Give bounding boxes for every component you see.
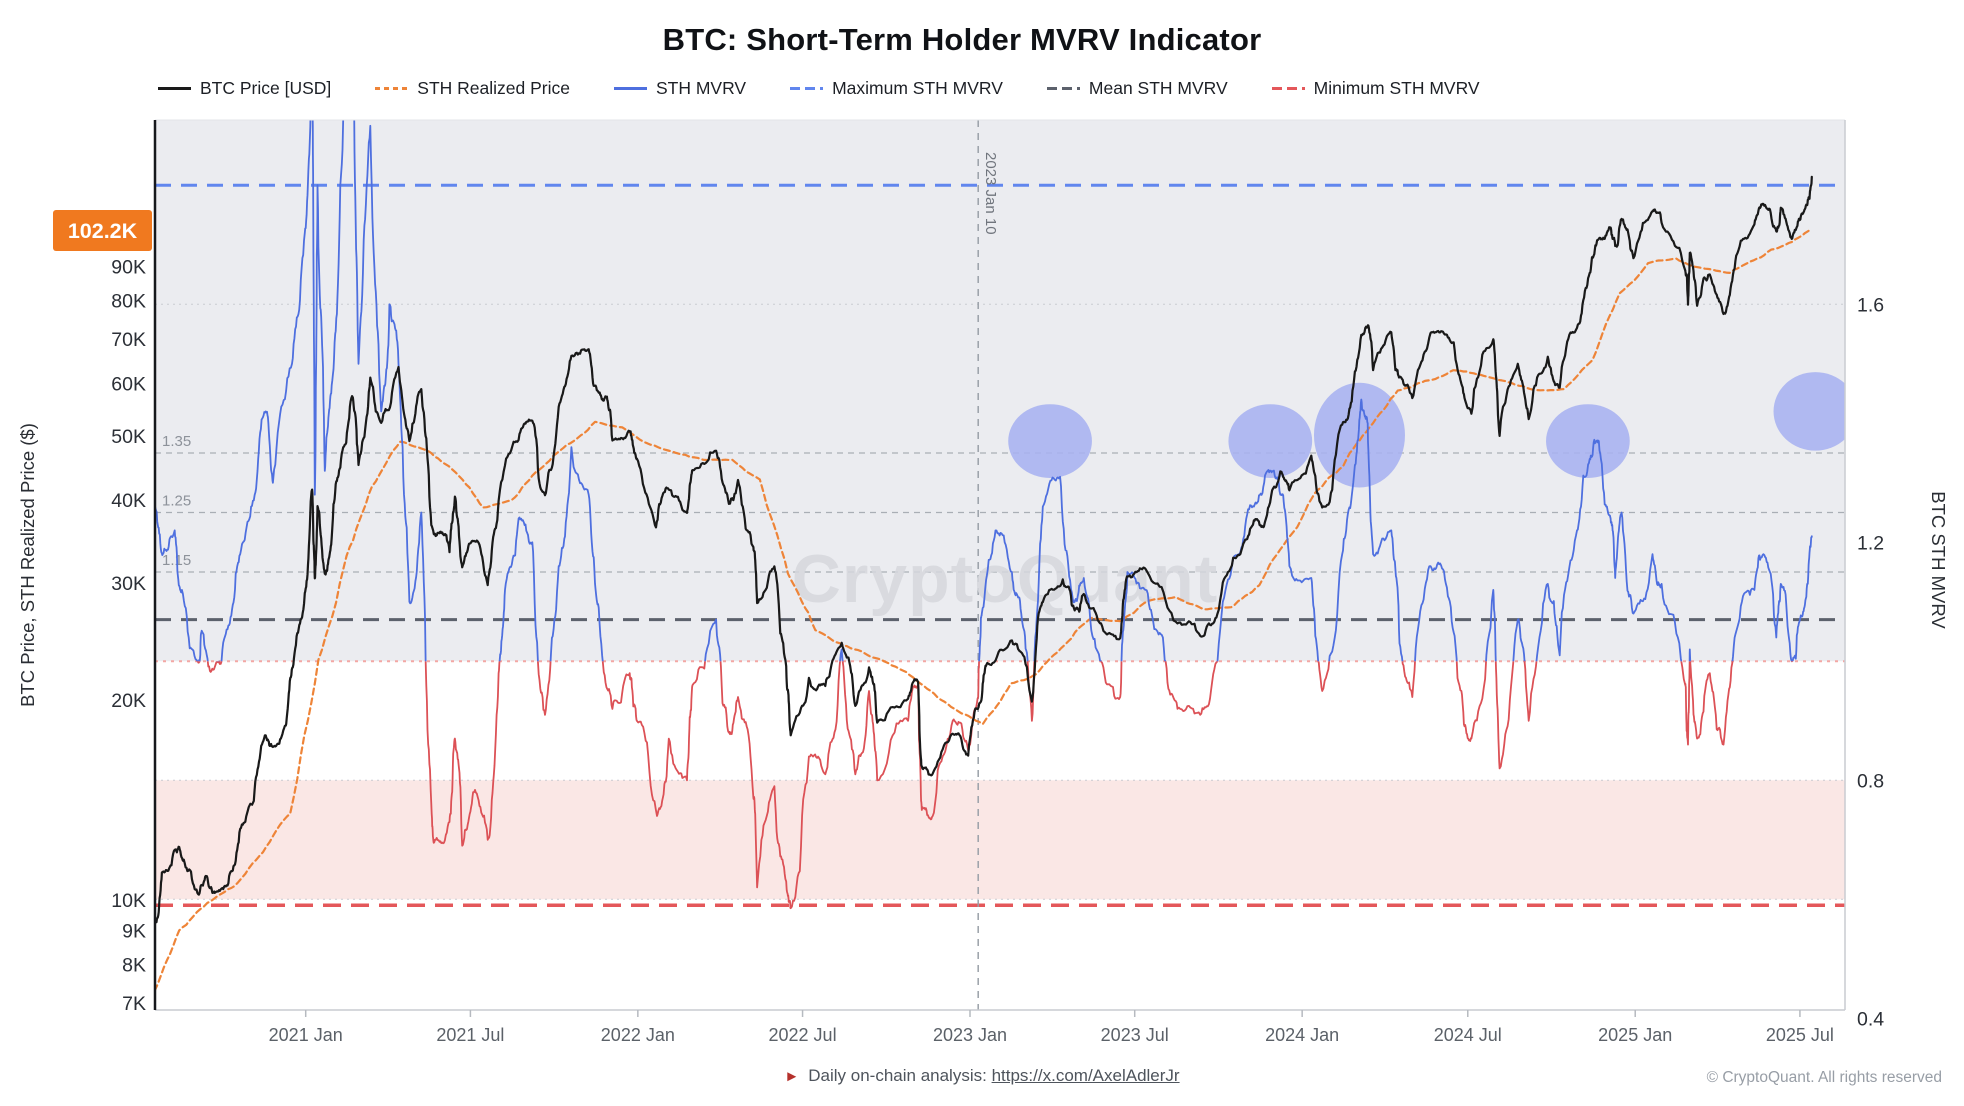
left-axis-title: BTC Price, STH Realized Price ($) — [17, 423, 38, 707]
legend-label: BTC Price [USD] — [200, 78, 332, 98]
left-axis-tick-label: 7K — [122, 993, 146, 1015]
left-axis-tick-label: 8K — [122, 954, 146, 976]
left-axis-tick-label: 30K — [111, 573, 146, 595]
left-axis-tick-label: 70K — [111, 329, 146, 351]
legend-label: Maximum STH MVRV — [832, 78, 1003, 98]
left-axis-tick-label: 60K — [111, 373, 146, 395]
legend-swatch — [158, 87, 191, 90]
vline-label: 2023 Jan 10 — [982, 152, 999, 235]
data-series — [155, 120, 1813, 992]
legend-swatch — [790, 87, 824, 90]
flag-icon: ► — [784, 1068, 800, 1085]
left-axis-tick-label: 9K — [122, 920, 146, 942]
background-bands — [155, 120, 1845, 900]
x-axis-tick-label: 2025 Jan — [1598, 1025, 1672, 1045]
legend-label: STH Realized Price — [417, 78, 570, 98]
highlight-ellipse — [1546, 404, 1630, 478]
x-axis-tick-label: 2022 Jul — [769, 1025, 837, 1045]
highlight-ellipse — [1313, 382, 1405, 488]
right-axis-tick-label: 0.8 — [1857, 770, 1884, 792]
axes: 90K 80K 70K 60K 50K 40K 30K 20K 10K 9K 8K 7K 1.6 1.2 0… — [111, 119, 1884, 1045]
sth-mvrv-line — [155, 120, 1813, 662]
band-bottom-zone — [155, 780, 1845, 900]
legend-swatch — [1271, 87, 1305, 90]
left-axis-tick-label: 20K — [111, 690, 146, 712]
left-axis-tick-label: 40K — [111, 490, 146, 512]
legend-item-btc-price-usd-[interactable]: BTC Price [USD] — [158, 78, 331, 99]
footer-analysis-text: Daily on-chain analysis: — [808, 1066, 987, 1085]
highlight-ellipse — [1228, 404, 1313, 478]
page-title: BTC: Short-Term Holder MVRV Indicator — [662, 22, 1262, 57]
x-axis-tick-label: 2023 Jul — [1101, 1025, 1169, 1045]
highlight-ellipses — [1008, 372, 1845, 488]
left-axis-tick-label: 80K — [111, 290, 146, 312]
mvrv-level-label: 1.35 — [162, 433, 191, 450]
btc-price-line — [155, 175, 1813, 926]
legend-item-sth-realized-price[interactable]: STH Realized Price — [375, 78, 570, 99]
legend-label: Mean STH MVRV — [1088, 78, 1228, 98]
legend-swatch — [1046, 87, 1080, 90]
highlight-ellipse — [1008, 404, 1092, 478]
right-axis-tick-label: 1.2 — [1857, 532, 1884, 554]
legend-swatch — [375, 87, 409, 90]
legend-item-maximum-sth-mvrv[interactable]: Maximum STH MVRV — [790, 78, 1003, 99]
legend-swatch — [613, 87, 647, 90]
x-axis-tick-label: 2022 Jan — [601, 1025, 675, 1045]
x-axis-tick-label: 2024 Jul — [1434, 1025, 1502, 1045]
watermark: CryptoQuant — [792, 541, 1219, 617]
left-axis-tick-label: 90K — [111, 256, 146, 278]
left-axis-tick-label: 10K — [111, 890, 146, 912]
x-axis-tick-label: 2024 Jan — [1265, 1025, 1339, 1045]
left-axis-tick-label: 50K — [111, 426, 146, 448]
x-axis-tick-label: 2023 Jan — [933, 1025, 1007, 1045]
legend-item-sth-mvrv[interactable]: STH MVRV — [613, 78, 747, 99]
badge-value: 102.2K — [68, 219, 138, 243]
x-axis-tick-label: 2025 Jul — [1766, 1025, 1834, 1045]
footer-analysis-link[interactable]: https://x.com/AxelAdlerJr — [991, 1066, 1180, 1085]
legend-item-minimum-sth-mvrv[interactable]: Minimum STH MVRV — [1271, 78, 1480, 99]
legend-label: STH MVRV — [655, 78, 747, 98]
sth-mvrv-line-below-1 — [196, 661, 1794, 910]
highlight-ellipse — [1773, 372, 1845, 451]
legend-item-mean-sth-mvrv[interactable]: Mean STH MVRV — [1046, 78, 1228, 99]
legend-label: Minimum STH MVRV — [1313, 78, 1480, 98]
footer-analysis: ► Daily on-chain analysis: https://x.com/… — [0, 1066, 1964, 1086]
x-axis-tick-label: 2021 Jan — [269, 1025, 343, 1045]
mvrv-level-label: 1.25 — [162, 493, 191, 510]
right-axis-title: BTC STH MVRV — [1928, 491, 1949, 629]
right-axis-tick-label: 0.4 — [1857, 1008, 1884, 1030]
chart-legend: BTC Price [USD] STH Realized Price STH MVR… — [158, 78, 1480, 99]
copyright-notice: © CryptoQuant. All rights reserved — [1706, 1069, 1942, 1086]
x-axis-tick-label: 2021 Jul — [436, 1025, 504, 1045]
right-axis-tick-label: 1.6 — [1857, 294, 1884, 316]
band-above-breakeven — [155, 120, 1845, 662]
current-value-badge: 102.2K — [53, 210, 152, 251]
